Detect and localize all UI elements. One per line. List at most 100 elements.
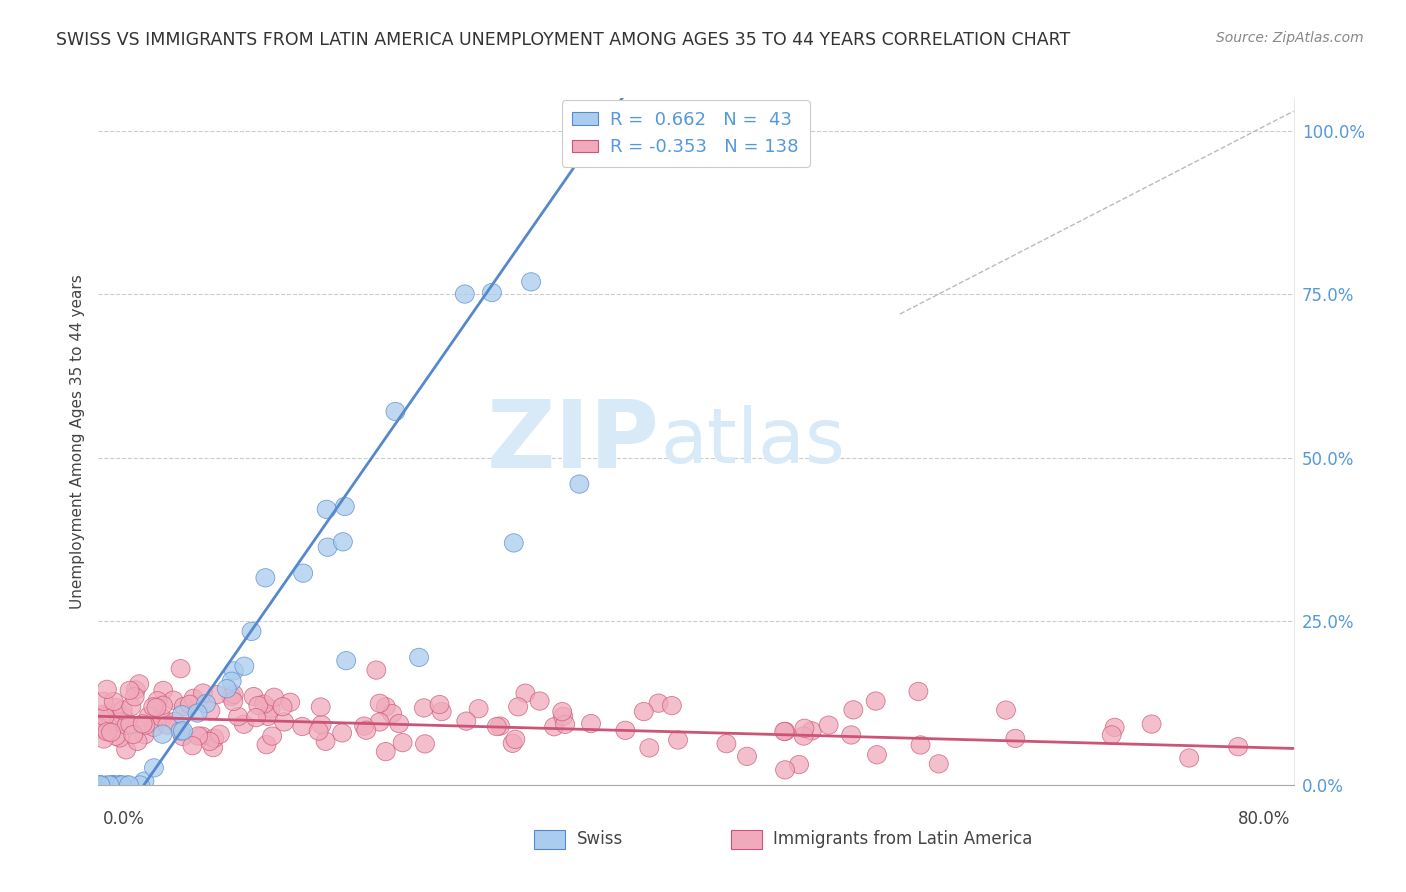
Ellipse shape [776, 723, 794, 740]
Ellipse shape [259, 707, 277, 725]
Ellipse shape [110, 713, 128, 731]
Ellipse shape [165, 691, 183, 709]
Ellipse shape [122, 698, 141, 715]
Ellipse shape [107, 727, 125, 746]
Ellipse shape [112, 776, 131, 794]
Ellipse shape [129, 674, 149, 693]
Text: atlas: atlas [661, 405, 845, 478]
Text: Immigrants from Latin America: Immigrants from Latin America [773, 830, 1032, 848]
Ellipse shape [117, 740, 135, 759]
Ellipse shape [794, 719, 814, 738]
Ellipse shape [544, 717, 564, 736]
Ellipse shape [669, 731, 688, 749]
Ellipse shape [868, 746, 886, 764]
Y-axis label: Unemployment Among Ages 35 to 44 years: Unemployment Among Ages 35 to 44 years [69, 274, 84, 609]
Ellipse shape [274, 713, 294, 731]
Ellipse shape [104, 776, 124, 794]
Ellipse shape [229, 707, 247, 726]
Ellipse shape [555, 715, 575, 733]
Legend: R =  0.662   N =  43, R = -0.353   N = 138: R = 0.662 N = 43, R = -0.353 N = 138 [561, 100, 810, 167]
Ellipse shape [377, 698, 395, 716]
Ellipse shape [294, 564, 312, 582]
Ellipse shape [153, 681, 173, 699]
Ellipse shape [336, 498, 354, 516]
Text: Swiss: Swiss [576, 830, 623, 848]
Ellipse shape [222, 688, 240, 706]
Ellipse shape [225, 662, 243, 680]
Ellipse shape [98, 723, 117, 741]
Ellipse shape [166, 713, 184, 731]
Ellipse shape [136, 716, 155, 734]
Ellipse shape [121, 715, 139, 733]
Ellipse shape [803, 722, 821, 740]
Ellipse shape [457, 712, 475, 731]
Ellipse shape [100, 776, 120, 794]
Ellipse shape [97, 681, 117, 698]
Ellipse shape [200, 732, 219, 750]
Ellipse shape [104, 776, 122, 794]
Ellipse shape [662, 697, 682, 714]
Ellipse shape [117, 716, 136, 734]
Ellipse shape [91, 776, 110, 794]
Ellipse shape [197, 695, 215, 713]
Ellipse shape [844, 701, 863, 719]
Ellipse shape [794, 727, 813, 745]
Ellipse shape [717, 734, 735, 753]
Ellipse shape [1229, 738, 1247, 756]
Ellipse shape [100, 707, 120, 726]
Ellipse shape [110, 776, 129, 794]
Ellipse shape [530, 692, 550, 710]
Text: Source: ZipAtlas.com: Source: ZipAtlas.com [1216, 31, 1364, 45]
Ellipse shape [145, 759, 163, 777]
Ellipse shape [640, 739, 659, 757]
Ellipse shape [104, 692, 124, 711]
Ellipse shape [634, 702, 654, 721]
Ellipse shape [482, 284, 502, 301]
Ellipse shape [173, 706, 191, 724]
Ellipse shape [110, 729, 129, 747]
Ellipse shape [143, 698, 163, 716]
Ellipse shape [224, 692, 243, 711]
Ellipse shape [516, 684, 534, 702]
Ellipse shape [1105, 718, 1125, 737]
Ellipse shape [367, 661, 385, 679]
Ellipse shape [318, 538, 337, 557]
Ellipse shape [131, 776, 149, 794]
Ellipse shape [650, 694, 668, 713]
Ellipse shape [101, 776, 121, 794]
Ellipse shape [153, 696, 173, 714]
Ellipse shape [738, 747, 756, 765]
Ellipse shape [153, 725, 172, 743]
Ellipse shape [336, 651, 356, 670]
Ellipse shape [929, 755, 948, 773]
Ellipse shape [616, 721, 636, 739]
Ellipse shape [1005, 730, 1025, 747]
Ellipse shape [312, 715, 330, 734]
Ellipse shape [389, 714, 409, 732]
Text: ZIP: ZIP [488, 395, 661, 488]
Ellipse shape [377, 742, 395, 761]
Ellipse shape [866, 692, 886, 710]
Ellipse shape [281, 693, 299, 712]
Ellipse shape [430, 696, 449, 714]
Ellipse shape [104, 776, 122, 794]
Ellipse shape [409, 648, 429, 666]
Ellipse shape [114, 707, 134, 726]
Ellipse shape [153, 708, 172, 727]
Ellipse shape [90, 720, 110, 739]
Ellipse shape [456, 285, 474, 303]
Ellipse shape [1102, 726, 1121, 744]
Ellipse shape [193, 727, 211, 745]
Ellipse shape [569, 475, 589, 493]
Ellipse shape [491, 717, 509, 735]
Ellipse shape [222, 672, 240, 690]
Ellipse shape [93, 715, 112, 734]
Ellipse shape [235, 657, 254, 675]
Ellipse shape [776, 761, 794, 779]
Ellipse shape [235, 715, 253, 733]
Ellipse shape [204, 739, 222, 756]
Ellipse shape [553, 703, 572, 721]
Ellipse shape [194, 684, 212, 702]
Ellipse shape [211, 725, 229, 743]
Ellipse shape [124, 725, 143, 744]
